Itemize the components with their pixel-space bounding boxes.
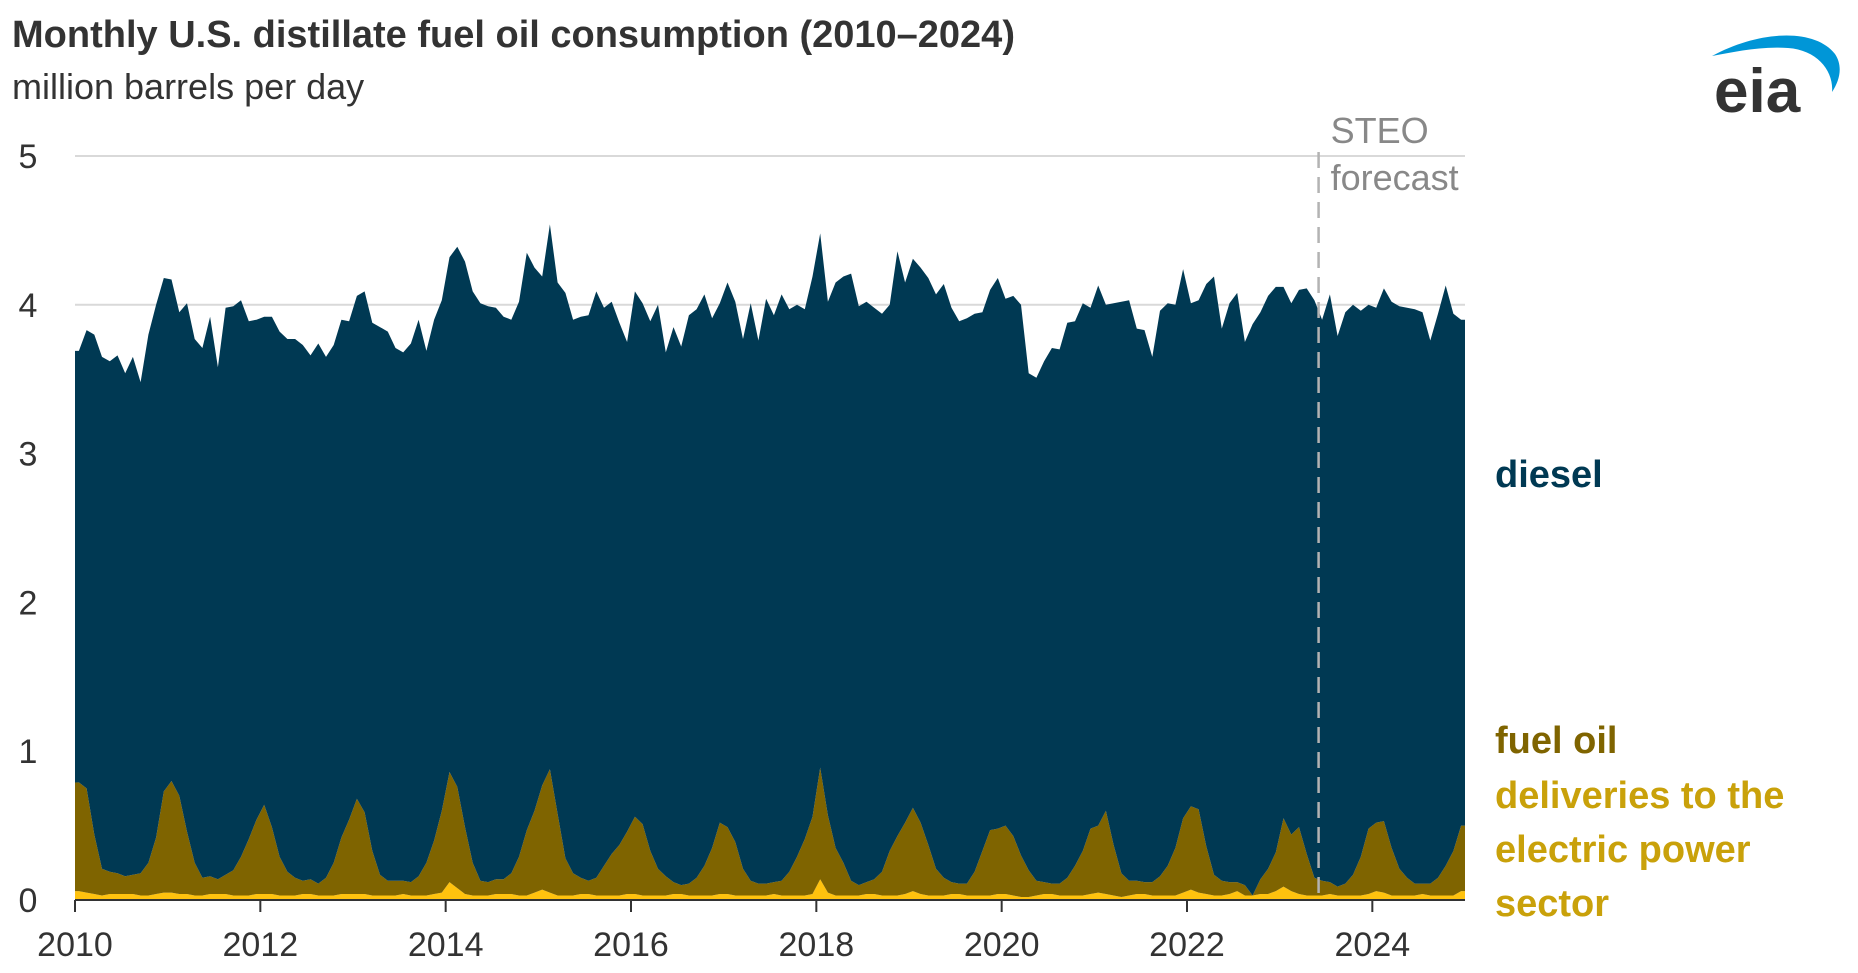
y-tick-label: 1 — [19, 733, 38, 771]
area-electric-power — [75, 879, 1465, 900]
forecast-label-line-1: STEO — [1331, 110, 1429, 151]
stacked-areas — [75, 224, 1465, 900]
y-tick-label: 5 — [19, 138, 38, 176]
x-tick-label: 2016 — [593, 926, 669, 964]
eia-logo-wordmark: eia — [1714, 57, 1801, 126]
y-tick-label: 0 — [19, 882, 38, 920]
series-label-diesel: diesel — [1495, 454, 1603, 496]
x-tick-label: 2020 — [964, 926, 1040, 964]
x-axis-ticks: 2010 2012 2014 2016 2018 2020 2022 2024 — [37, 900, 1410, 964]
y-tick-label: 4 — [19, 287, 38, 325]
area-diesel — [75, 224, 1465, 896]
x-tick-label: 2010 — [37, 926, 113, 964]
y-axis-ticks: 0 1 2 3 4 5 — [19, 138, 38, 920]
chart-subtitle: million barrels per day — [12, 66, 365, 107]
x-tick-label: 2018 — [779, 926, 855, 964]
x-tick-label: 2014 — [408, 926, 484, 964]
chart-title: Monthly U.S. distillate fuel oil consump… — [12, 14, 1015, 56]
series-label-electric-line-2: electric power — [1495, 829, 1751, 871]
eia-logo: eia — [1712, 35, 1840, 126]
area-fuel-oil — [75, 767, 1465, 897]
y-tick-label: 2 — [19, 584, 38, 622]
forecast-label-line-2: forecast — [1331, 157, 1459, 198]
x-tick-label: 2012 — [223, 926, 299, 964]
series-label-electric-line-3: sector — [1495, 883, 1609, 925]
eia-logo-swoosh-icon — [1712, 35, 1840, 92]
series-label-electric-line-1: deliveries to the — [1495, 775, 1784, 817]
y-tick-label: 3 — [19, 436, 38, 474]
series-label-fuel-oil: fuel oil — [1495, 720, 1617, 762]
x-tick-label: 2024 — [1335, 926, 1411, 964]
x-tick-label: 2022 — [1149, 926, 1225, 964]
